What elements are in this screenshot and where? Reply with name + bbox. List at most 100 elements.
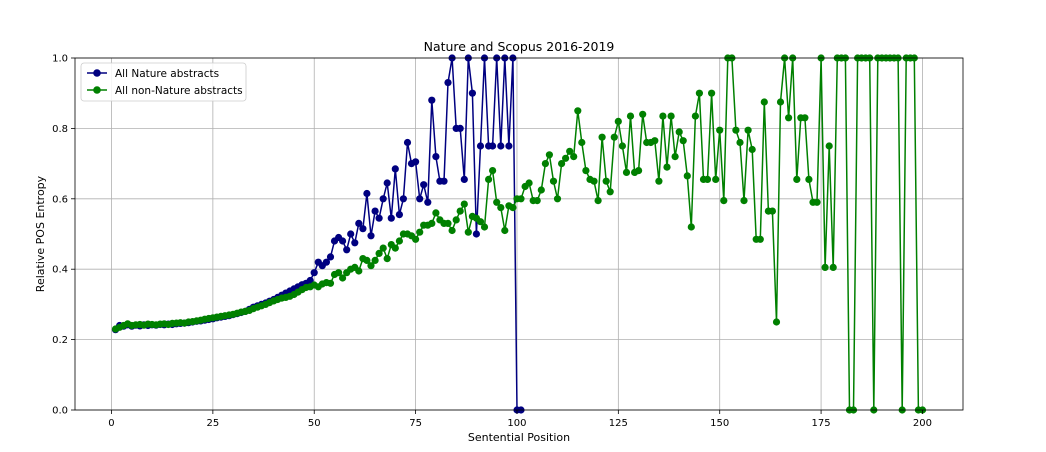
data-point [489, 142, 497, 150]
data-point [497, 204, 505, 212]
series-layer [111, 54, 927, 414]
legend-label-nature: All Nature abstracts [115, 68, 219, 80]
data-point [639, 110, 647, 118]
series-line [114, 57, 521, 411]
data-point [375, 249, 383, 257]
data-point [736, 138, 744, 147]
data-point [347, 230, 355, 238]
data-point [432, 209, 440, 217]
data-point [493, 198, 501, 206]
data-point [472, 230, 480, 238]
data-point [363, 256, 371, 264]
y-axis-label: Relative POS Entropy [34, 175, 47, 292]
data-point [379, 195, 387, 203]
data-point [387, 214, 395, 222]
data-point [558, 160, 566, 168]
data-point [359, 225, 367, 233]
data-point [635, 167, 643, 175]
data-point [371, 256, 379, 264]
data-point [622, 168, 631, 176]
data-point [428, 96, 436, 104]
data-point [744, 126, 752, 134]
data-point [501, 226, 509, 235]
data-point [566, 147, 574, 155]
data-point [485, 175, 493, 183]
data-point [379, 244, 387, 252]
data-point [574, 107, 582, 115]
data-point [391, 244, 399, 252]
data-point [399, 195, 407, 203]
data-point [594, 197, 602, 205]
data-point [355, 219, 363, 227]
data-point [545, 151, 554, 159]
legend-marker-non-nature [93, 86, 101, 94]
data-point [610, 133, 618, 141]
data-point [716, 126, 724, 134]
data-point [460, 200, 468, 208]
data-point [687, 223, 695, 231]
legend-entry-nature: All Nature abstracts [87, 68, 219, 80]
x-tick-label: 175 [812, 418, 831, 429]
legend-label-non-nature: All non-Nature abstracts [115, 85, 243, 97]
data-point [708, 89, 716, 97]
data-point [606, 188, 614, 196]
data-point [464, 228, 472, 236]
x-tick-label: 25 [206, 418, 219, 429]
data-point [480, 223, 489, 231]
series-line [115, 57, 923, 411]
data-point [416, 228, 424, 236]
x-tick-label: 0 [108, 418, 114, 429]
plot-frame [74, 57, 964, 411]
data-point [367, 232, 375, 240]
data-point [691, 112, 700, 120]
data-point [748, 145, 756, 154]
data-point [339, 237, 347, 245]
data-point [533, 197, 541, 205]
data-point [452, 216, 460, 224]
data-point [420, 181, 428, 189]
series-non-nature [111, 54, 927, 414]
data-point [412, 235, 420, 243]
data-point [553, 195, 562, 203]
data-point [683, 172, 691, 180]
legend: All Nature abstracts All non-Nature abst… [80, 62, 247, 102]
legend-box [80, 62, 247, 102]
data-point [509, 204, 517, 212]
data-point [339, 274, 347, 282]
data-point [476, 142, 485, 150]
data-point [712, 175, 720, 183]
data-point [403, 138, 412, 147]
data-point [760, 98, 768, 106]
data-point [671, 153, 679, 161]
data-point [663, 163, 671, 171]
data-point [351, 239, 359, 247]
legend-marker-nature [93, 69, 101, 77]
data-point [468, 89, 476, 97]
data-point [460, 175, 468, 183]
data-point [395, 211, 403, 219]
data-point [428, 219, 436, 227]
data-point [805, 175, 813, 183]
data-point [801, 114, 809, 122]
data-point [768, 207, 777, 215]
x-tick-label: 50 [308, 418, 321, 429]
data-point [618, 142, 627, 150]
data-point [695, 89, 704, 97]
y-axis: 0.0 0.2 0.4 0.6 0.8 1.0 [52, 54, 75, 417]
data-point [793, 175, 801, 183]
legend-entry-non-nature: All non-Nature abstracts [87, 85, 243, 97]
data-point [456, 124, 464, 132]
data-point [626, 112, 635, 120]
data-point [383, 179, 391, 187]
data-point [651, 137, 659, 145]
x-tick-label: 100 [507, 418, 526, 429]
data-point [444, 79, 452, 87]
data-point [343, 246, 351, 254]
data-point [440, 177, 448, 185]
data-point [570, 153, 578, 161]
x-tick-label: 200 [913, 418, 932, 429]
data-point [424, 198, 432, 206]
data-point [367, 262, 375, 270]
data-point [395, 237, 403, 245]
